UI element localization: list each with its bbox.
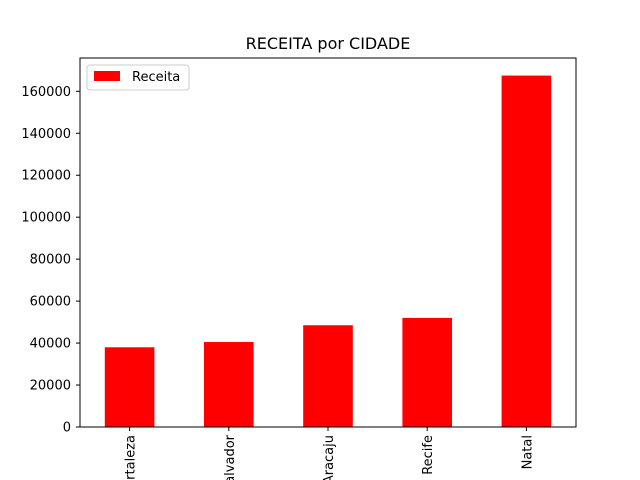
x-tick-label: Natal xyxy=(520,435,535,469)
bar-fortaleza xyxy=(104,347,155,427)
legend-swatch xyxy=(94,71,120,81)
bar-salvador xyxy=(204,342,254,427)
y-tick-label: 20000 xyxy=(30,379,71,394)
plot-frame xyxy=(79,57,577,428)
chart-title: RECEITA por CIDADE xyxy=(246,34,411,53)
bars-layer xyxy=(104,75,552,428)
y-tick-label: 60000 xyxy=(30,295,71,310)
y-tick-label: 100000 xyxy=(21,211,71,226)
bar-aracaju xyxy=(303,325,353,427)
legend-label: Receita xyxy=(132,70,180,85)
y-tick-label: 80000 xyxy=(30,253,71,268)
x-tick-label: Fortaleza xyxy=(124,435,139,480)
bar-natal xyxy=(501,75,552,428)
y-tick-label: 120000 xyxy=(21,169,71,184)
bar-recife xyxy=(402,317,452,427)
y-tick-label: 160000 xyxy=(21,85,71,100)
x-tick-label: Salvador xyxy=(223,434,238,480)
y-tick-label: 140000 xyxy=(21,127,71,142)
x-tick-label: Recife xyxy=(421,435,436,475)
y-tick-label: 40000 xyxy=(30,337,71,352)
x-tick-label: Aracaju xyxy=(322,435,337,480)
x-axis: Fortaleza Salvador Aracaju Recife Natal xyxy=(124,427,535,480)
y-axis: 0 20000 40000 60000 80000 100000 120000 140000 1… xyxy=(21,85,80,436)
legend: Receita xyxy=(86,64,190,91)
y-tick-label: 0 xyxy=(63,421,71,436)
